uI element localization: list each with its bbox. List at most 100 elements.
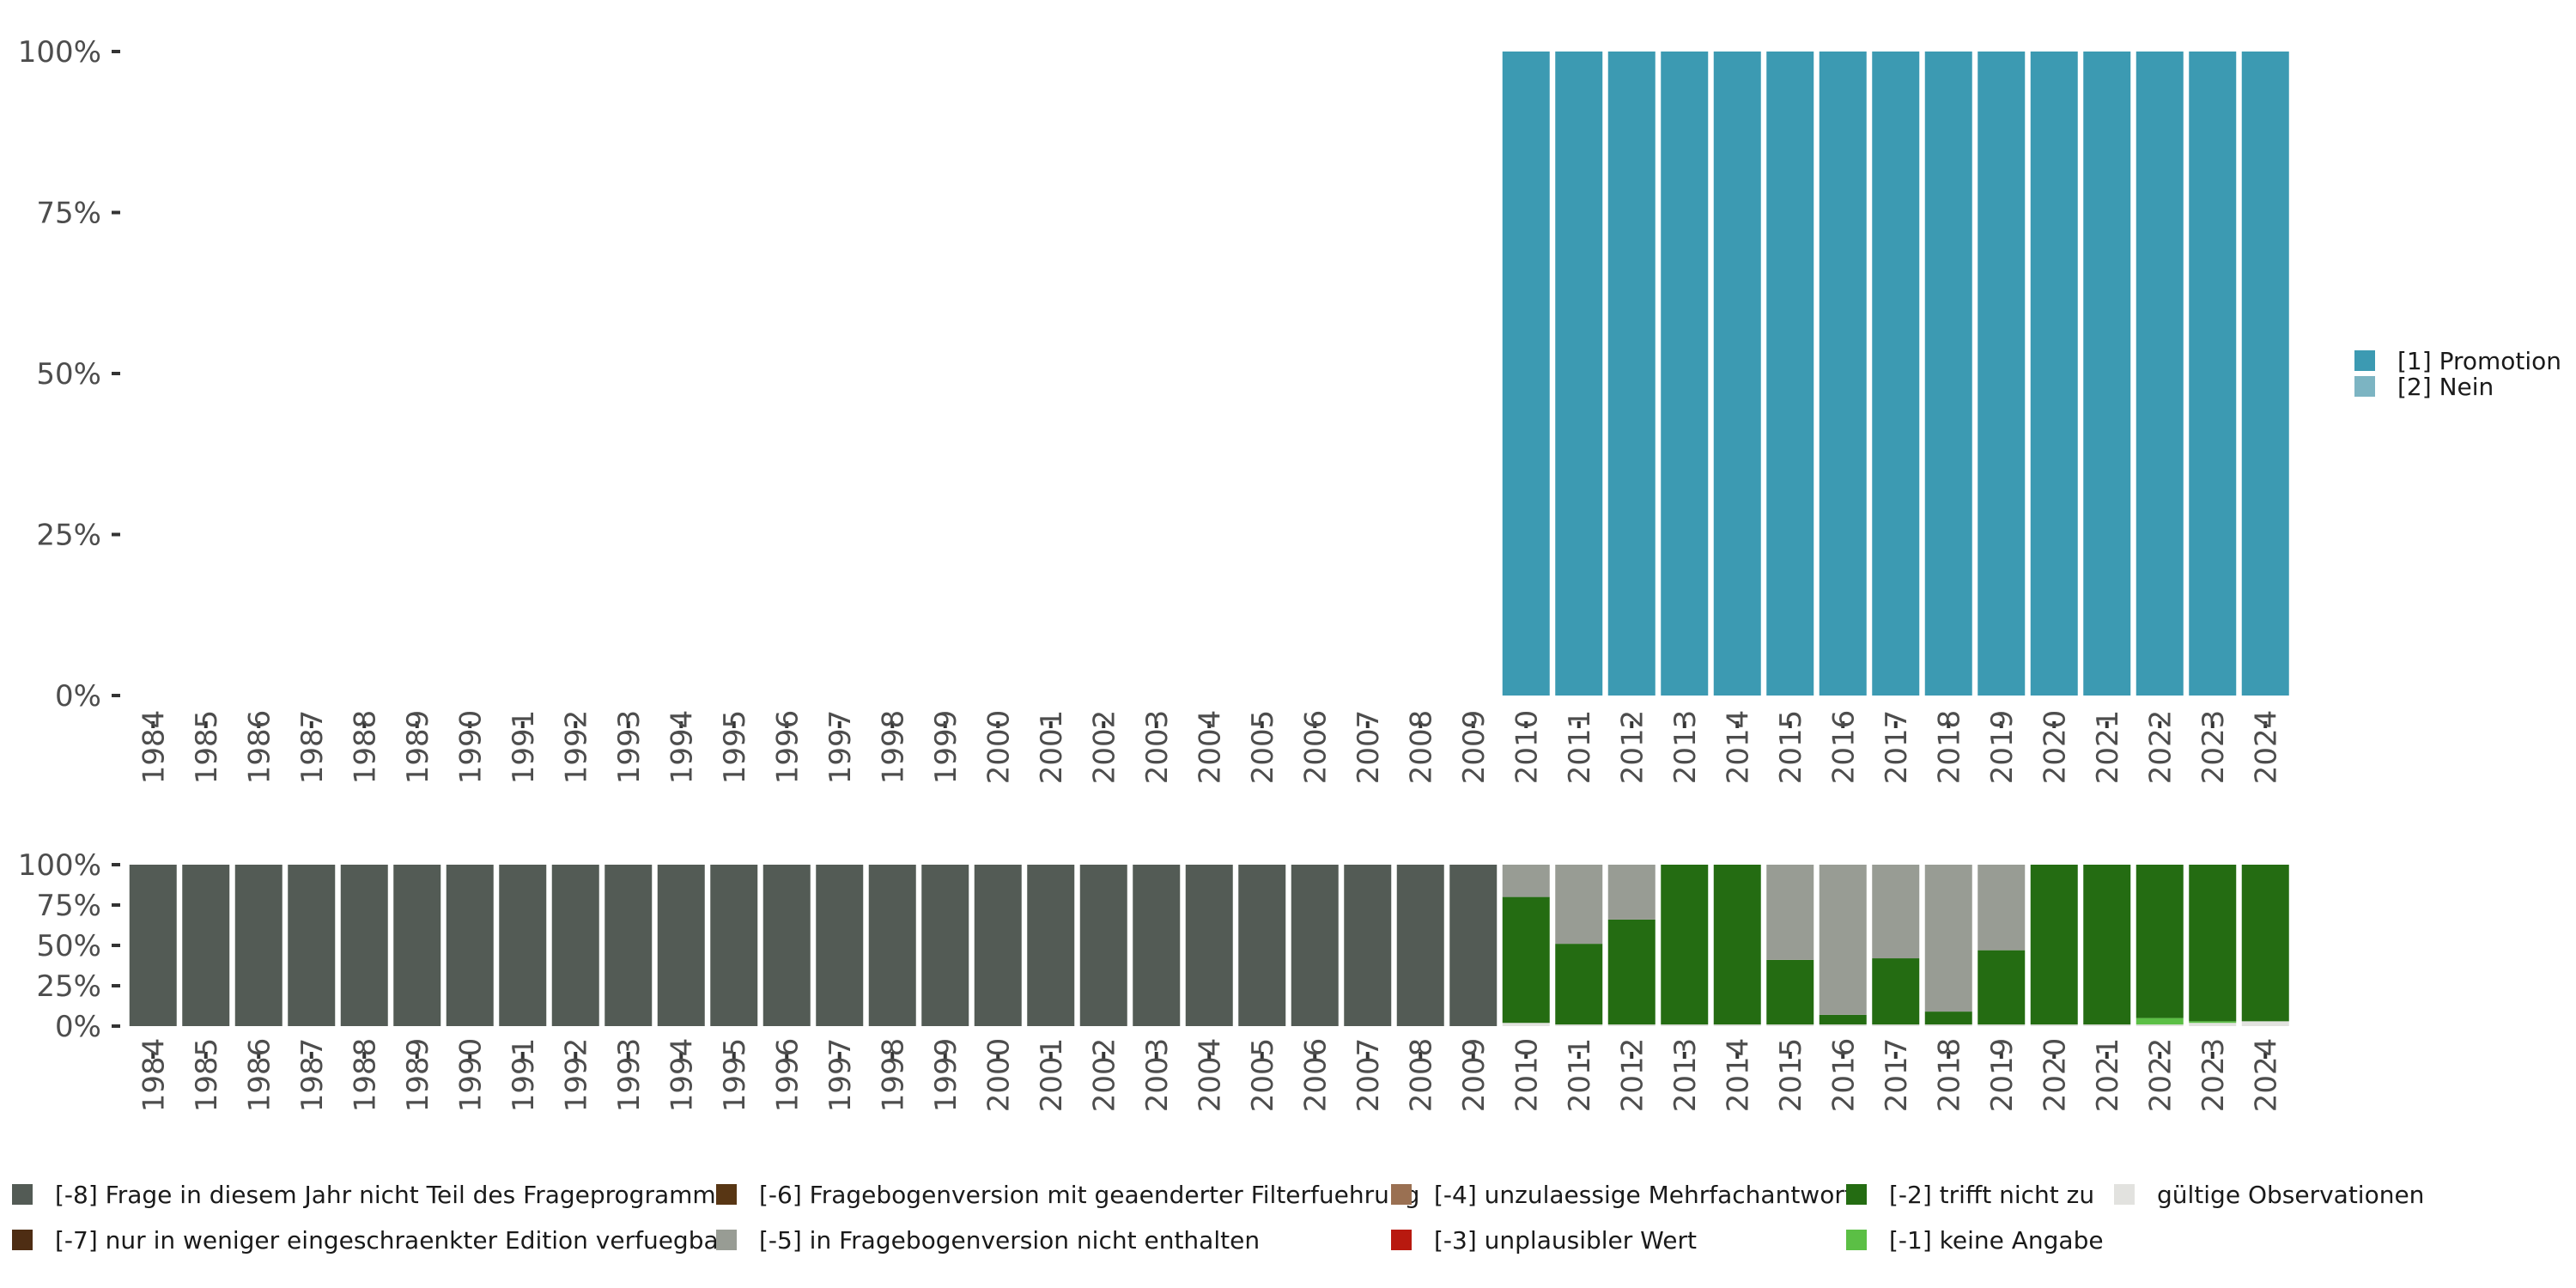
bar-g-ltige-observationen-2024	[2241, 1021, 2289, 1026]
x-tick-label: 2023	[2196, 710, 2231, 785]
x-tick-label: 2011	[1563, 1038, 1597, 1113]
bar-g-ltige-observationen-2010	[1502, 1023, 1550, 1026]
legend-label: [-5] in Fragebogenversion nicht enthalte…	[759, 1226, 1260, 1255]
x-tick-label: 1990	[453, 1038, 488, 1113]
legend-label: [-3] unplausibler Wert	[1434, 1226, 1697, 1255]
legend-swatch	[1391, 1184, 1412, 1205]
legend-swatch	[1391, 1230, 1412, 1250]
bar-8-frage-in-diesem-jahr-nicht-teil-des-frageprogramms-1997	[816, 865, 864, 1026]
x-tick-label: 2006	[1298, 710, 1333, 785]
x-tick-label: 1992	[559, 1038, 593, 1113]
x-tick-label: 1995	[718, 1038, 752, 1113]
x-tick-label: 2007	[1352, 710, 1386, 785]
x-tick-label: 1997	[823, 710, 858, 785]
bar-8-frage-in-diesem-jahr-nicht-teil-des-frageprogramms-1998	[868, 865, 916, 1026]
x-tick-label: 2001	[1035, 710, 1069, 785]
x-tick-label: 2000	[981, 1038, 1016, 1113]
x-tick-label: 2024	[2249, 1038, 2283, 1113]
bottom-chart: 0% 25% 50% 75% 100% 1984 1985 1986 1987 1988 1989 1…	[18, 848, 2289, 1112]
bar-8-frage-in-diesem-jahr-nicht-teil-des-frageprogramms-2008	[1396, 865, 1444, 1026]
legend-swatch	[716, 1184, 737, 1205]
bar-g-ltige-observationen-2018	[1924, 1024, 1972, 1026]
x-tick-label: 2007	[1352, 1038, 1386, 1113]
bar-8-frage-in-diesem-jahr-nicht-teil-des-frageprogramms-1994	[657, 865, 705, 1026]
bar-8-frage-in-diesem-jahr-nicht-teil-des-frageprogramms-2004	[1185, 865, 1233, 1026]
bar-8-frage-in-diesem-jahr-nicht-teil-des-frageprogramms-2006	[1291, 865, 1339, 1026]
x-tick-label: 2015	[1774, 1038, 1808, 1113]
y-tick-label: 75%	[36, 197, 101, 231]
bar-g-ltige-observationen-2020	[2030, 1024, 2078, 1026]
bar-8-frage-in-diesem-jahr-nicht-teil-des-frageprogramms-2000	[974, 865, 1022, 1026]
x-tick-label: 2000	[981, 710, 1016, 785]
bar-1-promotion-2016	[1819, 52, 1867, 696]
legend-swatch	[12, 1184, 33, 1205]
x-tick-label: 1998	[876, 1038, 910, 1113]
x-tick-label: 2008	[1404, 1038, 1438, 1113]
bar-1-keine-angabe-2023	[2189, 1021, 2237, 1024]
x-tick-label: 1990	[453, 710, 488, 785]
bar-5-in-fragebogenversion-nicht-enthalten-2018	[1924, 865, 1972, 1012]
x-tick-label: 1989	[401, 1038, 435, 1113]
bar-2-trifft-nicht-zu-2013	[1661, 865, 1709, 1025]
bar-g-ltige-observationen-2016	[1819, 1024, 1867, 1026]
x-tick-label: 1988	[348, 1038, 382, 1113]
bar-2-trifft-nicht-zu-2020	[2030, 865, 2078, 1025]
x-tick-label: 2017	[1880, 710, 1914, 785]
bar-8-frage-in-diesem-jahr-nicht-teil-des-frageprogramms-2003	[1133, 865, 1181, 1026]
legend-swatch	[1846, 1230, 1867, 1250]
bar-g-ltige-observationen-2017	[1872, 1024, 1920, 1026]
bar-5-in-fragebogenversion-nicht-enthalten-2010	[1502, 865, 1550, 897]
bar-1-promotion-2024	[2241, 52, 2289, 696]
x-tick-label: 1985	[190, 1038, 224, 1113]
x-tick-label: 2022	[2143, 710, 2178, 785]
x-tick-label: 1993	[612, 1038, 647, 1113]
bar-2-trifft-nicht-zu-2010	[1502, 896, 1550, 1024]
legend-label: [-2] trifft nicht zu	[1889, 1181, 2094, 1209]
x-tick-label: 2023	[2196, 1038, 2231, 1113]
bar-1-promotion-2020	[2030, 52, 2078, 696]
x-tick-label: 2005	[1246, 710, 1280, 785]
x-tick-label: 1989	[401, 710, 435, 785]
bar-8-frage-in-diesem-jahr-nicht-teil-des-frageprogramms-1991	[499, 865, 547, 1026]
top-legend: [1] Promotion[2] Nein	[2354, 347, 2561, 401]
legend-swatch	[716, 1230, 737, 1250]
x-tick-label: 2018	[1932, 1038, 1966, 1113]
x-tick-label: 2008	[1404, 710, 1438, 785]
bar-8-frage-in-diesem-jahr-nicht-teil-des-frageprogramms-1993	[605, 865, 653, 1026]
bar-5-in-fragebogenversion-nicht-enthalten-2017	[1872, 865, 1920, 959]
x-tick-label: 2012	[1615, 710, 1649, 785]
legend-label: [-1] keine Angabe	[1889, 1226, 2104, 1255]
x-tick-label: 1999	[929, 710, 963, 785]
bar-8-frage-in-diesem-jahr-nicht-teil-des-frageprogramms-1999	[921, 865, 969, 1026]
x-tick-label: 1991	[507, 710, 541, 785]
bar-2-trifft-nicht-zu-2015	[1766, 959, 1814, 1025]
x-tick-label: 1994	[665, 710, 699, 785]
x-tick-label: 1996	[770, 1038, 805, 1113]
x-tick-label: 2009	[1457, 1038, 1492, 1113]
bar-1-promotion-2019	[1978, 52, 2026, 696]
bar-1-promotion-2011	[1555, 52, 1603, 696]
x-tick-label: 1988	[348, 710, 382, 785]
bar-2-trifft-nicht-zu-2011	[1555, 944, 1603, 1025]
bar-g-ltige-observationen-2013	[1661, 1024, 1709, 1026]
x-tick-label: 2012	[1615, 1038, 1649, 1113]
bar-2-trifft-nicht-zu-2021	[2083, 865, 2131, 1025]
legend-label: gültige Observationen	[2157, 1181, 2424, 1209]
bar-8-frage-in-diesem-jahr-nicht-teil-des-frageprogramms-2009	[1449, 865, 1498, 1026]
bar-8-frage-in-diesem-jahr-nicht-teil-des-frageprogramms-2005	[1238, 865, 1286, 1026]
legend-label: [-8] Frage in diesem Jahr nicht Teil des…	[55, 1181, 728, 1209]
bar-8-frage-in-diesem-jahr-nicht-teil-des-frageprogramms-1984	[129, 865, 177, 1026]
bar-8-frage-in-diesem-jahr-nicht-teil-des-frageprogramms-1989	[393, 865, 441, 1026]
legend-swatch	[1846, 1184, 1867, 1205]
bar-1-promotion-2014	[1713, 52, 1761, 696]
x-tick-label: 2013	[1668, 710, 1703, 785]
y-tick-label: 100%	[18, 35, 101, 70]
y-tick-label: 50%	[36, 357, 101, 392]
y-tick-label: 75%	[36, 889, 101, 923]
bar-2-trifft-nicht-zu-2018	[1924, 1012, 1972, 1025]
bar-5-in-fragebogenversion-nicht-enthalten-2012	[1607, 865, 1656, 920]
x-tick-label: 1993	[612, 710, 647, 785]
x-tick-label: 2018	[1932, 710, 1966, 785]
x-tick-label: 2020	[2038, 1038, 2072, 1113]
